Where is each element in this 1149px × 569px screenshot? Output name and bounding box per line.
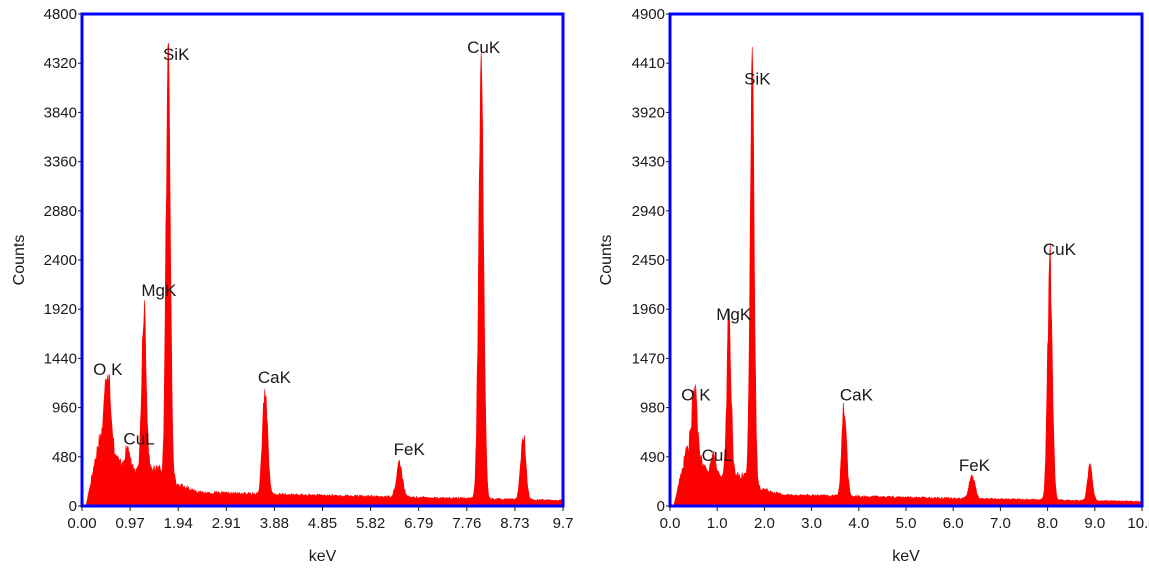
y-tick-label: 4410	[632, 55, 665, 72]
peak-label: O K	[93, 360, 123, 379]
x-tick-label: 6.79	[404, 515, 433, 532]
y-axis-title: Counts	[11, 235, 28, 286]
peak-label: SiK	[163, 45, 190, 64]
y-tick-label: 960	[52, 400, 77, 417]
x-tick-label: 0.0	[660, 515, 681, 532]
spectrum-chart-right: 0.0 1.0 2.0 3.0 4.0 5.0 6.0 7.0 8.0 9.0 10.0 0 490 98…	[598, 6, 1149, 565]
x-axis-title: keV	[309, 548, 337, 565]
y-tick-label: 1920	[44, 301, 77, 318]
x-tick-label: 3.88	[260, 515, 289, 532]
x-tick-label: 0.00	[67, 515, 96, 532]
y-tick-label: 2450	[632, 252, 665, 269]
y-tick-label: 480	[52, 449, 77, 466]
x-tick-label: 2.91	[212, 515, 241, 532]
y-tick-label: 4900	[632, 6, 665, 23]
y-tick-label: 3360	[44, 154, 77, 171]
peak-label: CuL	[702, 446, 733, 465]
y-tick-label: 0	[69, 498, 77, 515]
peak-label: O K	[681, 386, 711, 405]
x-tick-label: 1.94	[164, 515, 193, 532]
x-tick-label: 8.73	[500, 515, 529, 532]
peak-label: CaK	[840, 386, 874, 405]
peak-label: MgK	[141, 281, 177, 300]
peak-label: SiK	[744, 69, 771, 88]
y-tick-label: 4320	[44, 55, 77, 72]
peak-label: CaK	[258, 368, 292, 387]
peak-label: FeK	[959, 456, 991, 475]
x-tick-label: 8.0	[1037, 515, 1058, 532]
x-tick-label: 0.97	[115, 515, 144, 532]
y-tick-label: 1440	[44, 350, 77, 367]
peak-label: CuL	[123, 430, 154, 449]
y-tick-label: 1960	[632, 301, 665, 318]
y-tick-label: 3840	[44, 104, 77, 121]
x-tick-label: 9.0	[1084, 515, 1105, 532]
y-tick-label: 0	[657, 498, 665, 515]
y-tick-label: 3430	[632, 154, 665, 171]
y-tick-label: 3920	[632, 104, 665, 121]
peak-label: MgK	[716, 305, 752, 324]
spectrum-area	[670, 47, 1142, 506]
x-axis-title: keV	[892, 548, 920, 565]
x-tick-label: 4.0	[848, 515, 869, 532]
y-axis-title: Counts	[598, 235, 615, 286]
y-tick-label: 4800	[44, 6, 77, 23]
y-tick-label: 2940	[632, 203, 665, 220]
x-tick-label: 9.7	[553, 515, 574, 532]
x-tick-label: 6.0	[943, 515, 964, 532]
x-tick-label: 5.0	[896, 515, 917, 532]
y-tick-label: 980	[640, 400, 665, 417]
x-tick-label: 3.0	[801, 515, 822, 532]
y-tick-label: 2400	[44, 252, 77, 269]
peak-label: CuK	[467, 38, 501, 57]
peak-label: CuK	[1043, 240, 1077, 259]
x-tick-label: 7.76	[452, 515, 481, 532]
x-tick-label: 4.85	[308, 515, 337, 532]
x-tick-label: 7.0	[990, 515, 1011, 532]
x-tick-label: 1.0	[707, 515, 728, 532]
peak-label: FeK	[394, 440, 426, 459]
y-tick-label: 490	[640, 449, 665, 466]
y-tick-label: 2880	[44, 203, 77, 220]
x-tick-label: 10.0	[1127, 515, 1149, 532]
x-tick-label: 2.0	[754, 515, 775, 532]
y-tick-label: 1470	[632, 350, 665, 367]
spectrum-chart-left: 0.00 0.97 1.94 2.91 3.88 4.85 5.82 6.79 7.76 8.73…	[11, 6, 573, 565]
plot-frame	[670, 14, 1142, 506]
x-tick-label: 5.82	[356, 515, 385, 532]
